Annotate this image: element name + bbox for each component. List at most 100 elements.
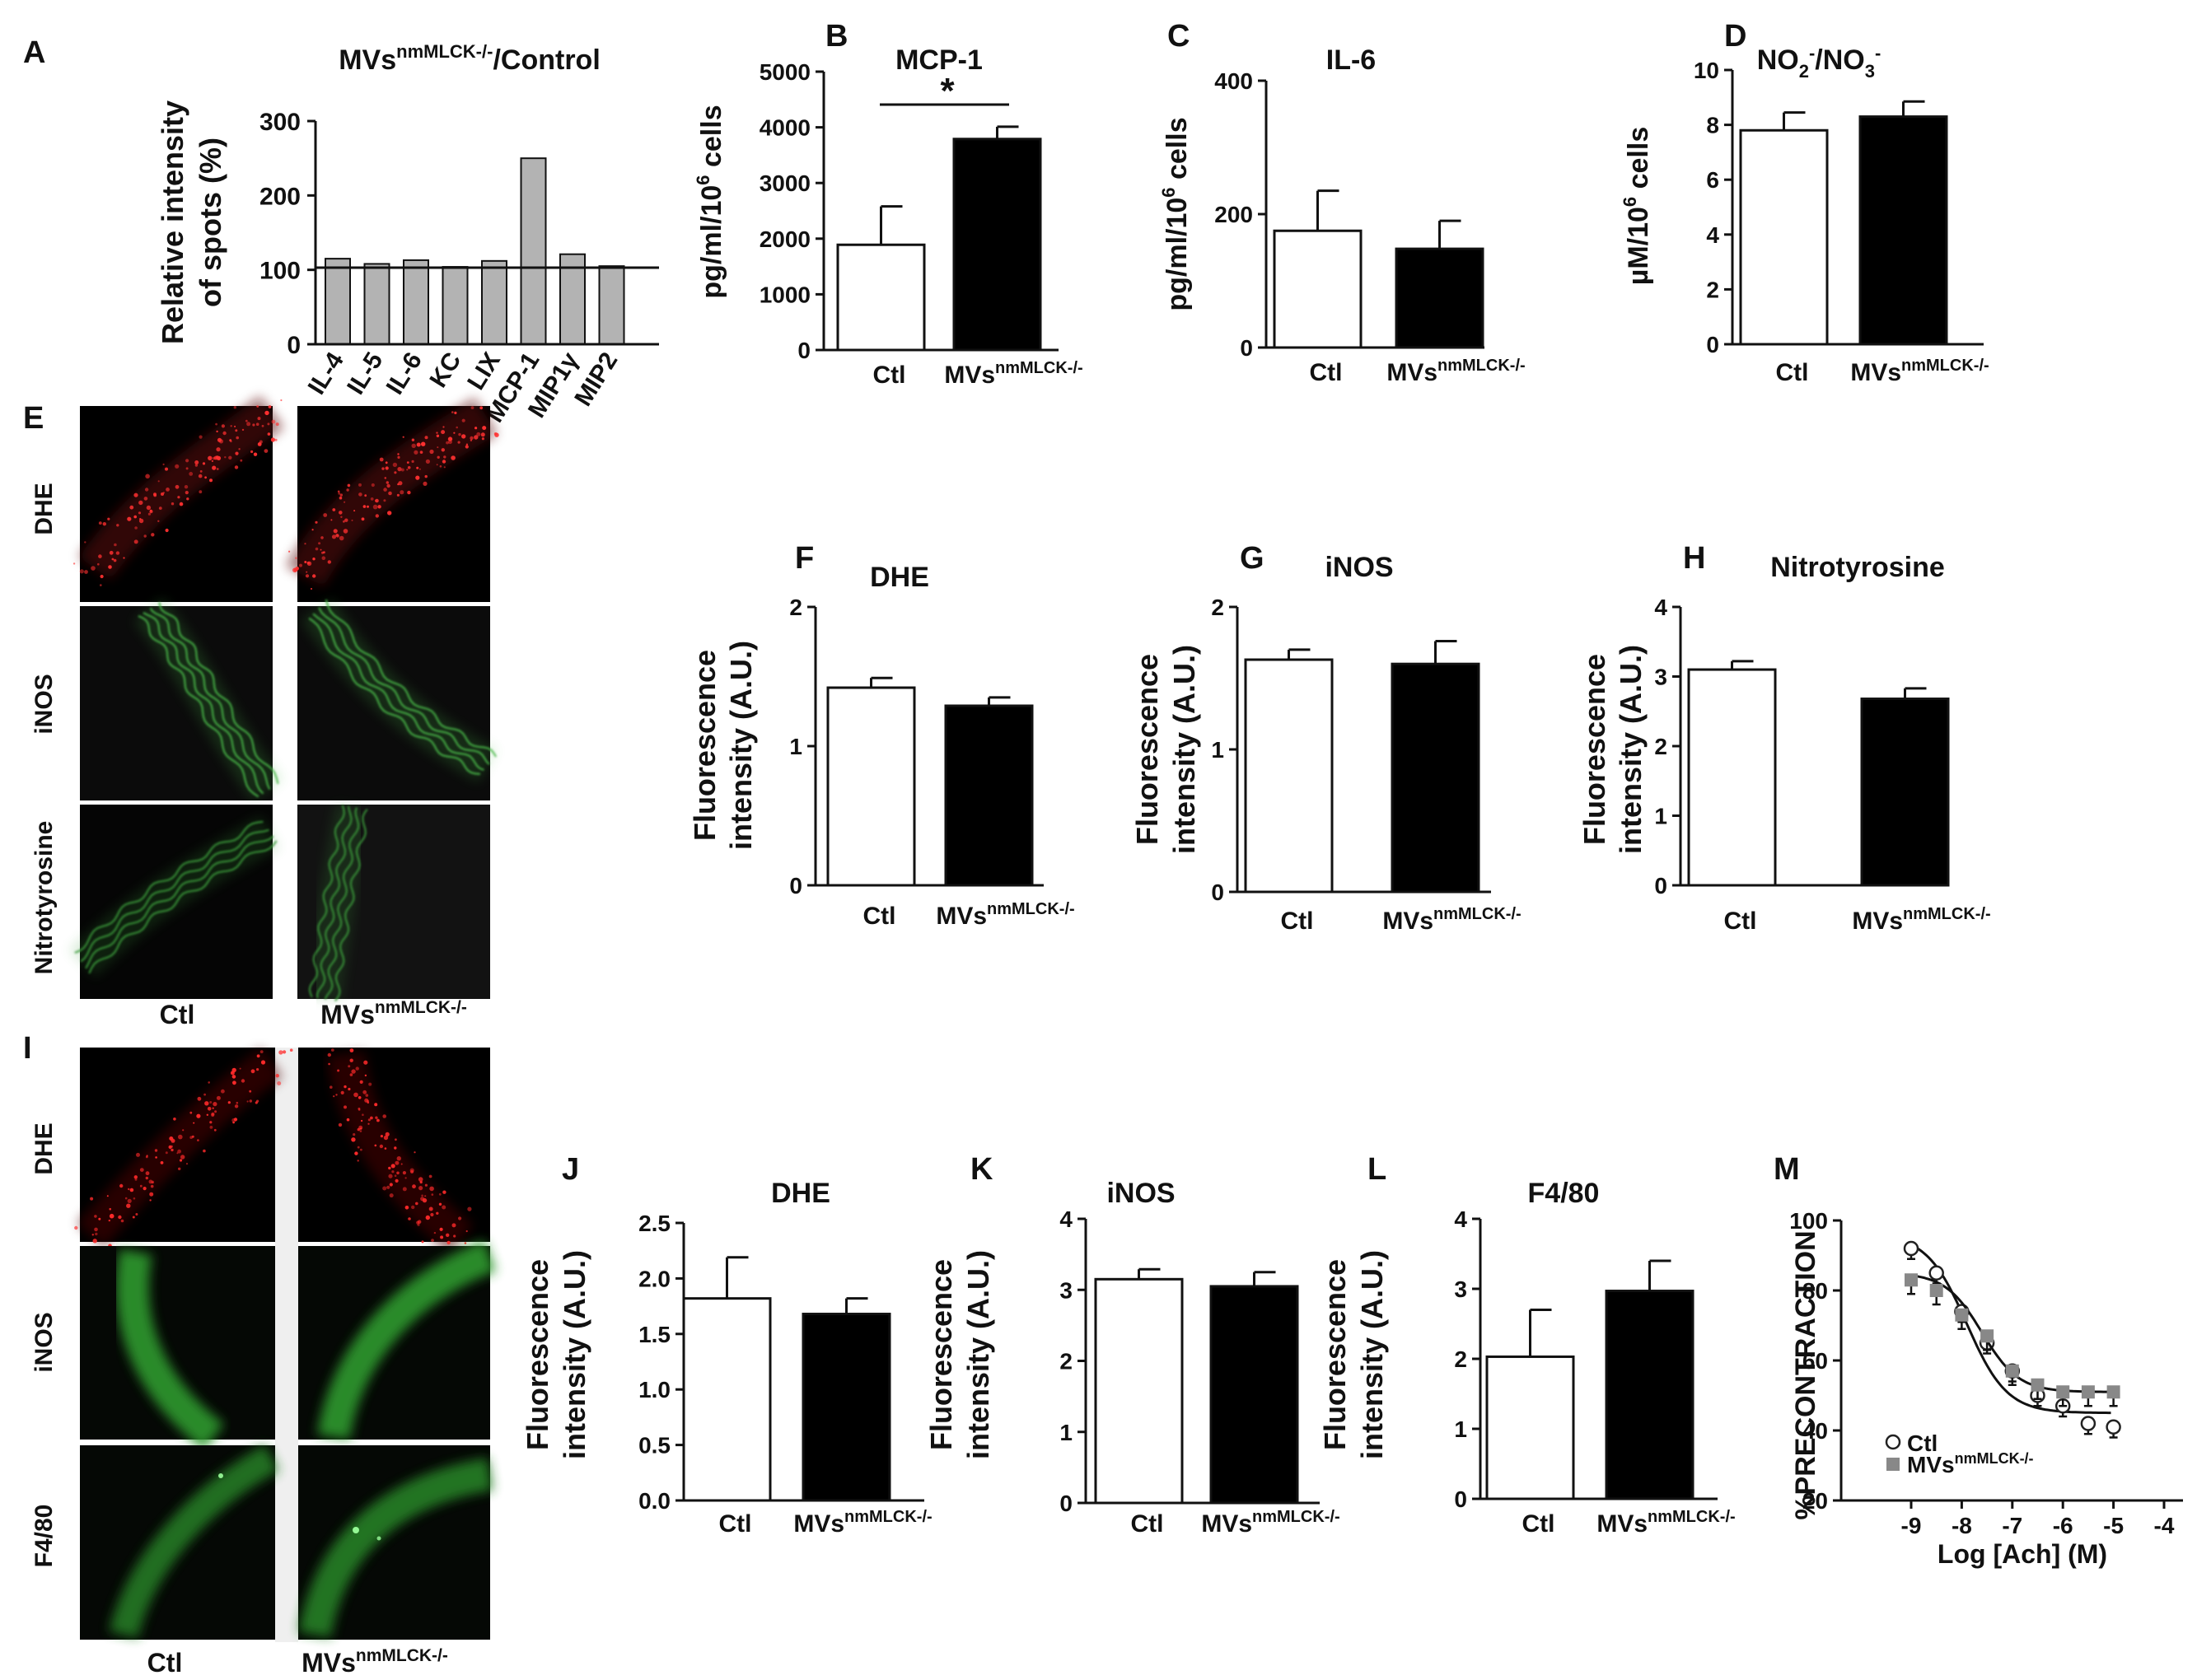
speckle-dot [72,562,76,565]
speckle-dot [106,1195,109,1197]
x-category-label-0: IL-4 [303,348,349,399]
speckle-dot [420,450,423,454]
bar-ctl [1739,128,1829,346]
x-tick-label: -5 [2103,1513,2124,1538]
speckle-dot [236,1101,239,1104]
speckle-dot [165,467,168,471]
x-category-label-mvs-sup: nmMLCK-/- [987,900,1075,918]
speckle-dot [304,543,306,545]
speckle-dot [149,510,153,514]
speckle-dot [376,1118,380,1122]
speckle-dot [421,1240,424,1244]
x-category-label-ctl: Ctl [1281,908,1314,935]
speckle-dot [206,1113,208,1117]
y-tick-label: 40 [1802,1418,1828,1444]
speckle-dot [127,516,132,521]
speckle-dot [383,488,387,492]
speckle-dot [402,1187,407,1192]
panel-j-ylabel-line2: intensity (A.U.) [558,1250,591,1459]
panel-letter-d: D [1724,19,1746,54]
speckle-dot [216,430,218,433]
panel-m-legend: Ctl MVsnmMLCK-/- [1885,1430,2034,1477]
panel-m-ylabel: %PRECONTRACTION [1790,1230,1821,1519]
y-tick-label: 2 [789,595,802,620]
legend-label-mvs-main: MVs [1907,1452,1955,1477]
lamina-glow [68,815,280,978]
panel-d-title: NO2-/NO3- [1757,43,1881,82]
speckle-dot [189,1136,193,1139]
bar-ctl [826,686,916,887]
panel-i-col-label-ctl: Ctl [147,1648,183,1678]
lamina-line [74,820,264,954]
panel-i-col-label-mvs: MVsnmMLCK-/- [302,1646,448,1678]
speckle-dot [94,1227,98,1232]
speckle-dot [295,557,297,559]
speckle-dot [335,1094,338,1096]
x-category-label-mvs: MVsnmMLCK-/- [1386,357,1525,386]
speckle-dot [386,481,389,484]
y-tick-label: 0 [1654,873,1667,898]
speckle-dot [147,512,151,516]
speckle-dot [217,437,222,442]
speckle-dot [274,438,278,441]
x-category-label-mvs-sup: nmMLCK-/- [1901,357,1989,375]
speckle-dot [368,1082,372,1086]
speckle-dot [198,474,203,478]
speckle-dot [98,554,102,558]
speckle-dot [270,437,275,442]
speckle-dot [283,1050,287,1054]
speckle-dot [402,1171,406,1175]
panel-i: I DHE iNOS F4/80 Ctl MVsnmMLCK-/- [23,1031,497,1678]
panel-d-title-p1: 2 [1799,61,1809,82]
lamina-line [149,607,271,791]
speckle-dot [400,1163,403,1165]
speckle-dot [185,1163,189,1165]
bar-mvs [944,704,1034,887]
speckle-dot [250,1069,255,1074]
speckle-dot [461,418,465,422]
panel-c: C IL-6 pg/ml/106 cells 0 200 400 Ctl MVsnmML… [1158,19,1526,386]
speckle-dot [493,432,498,436]
speckle-dot [312,574,316,578]
speckle-dot [133,539,138,544]
speckle-dot [199,435,203,439]
y-tick-label: 400 [1214,68,1253,94]
panel-b-ylabel-main: pg/ml/10 [696,185,727,299]
panel-a-ylabel-line1: Relative intensity [156,100,189,344]
y-tick-label: 0 [1240,335,1253,361]
wavy-lamina-2 [68,815,280,978]
speckle-dot [330,1085,333,1089]
speckle-dot [180,1155,185,1160]
speckle-dot [389,1183,393,1187]
x-category-label-3: KC [424,348,466,392]
speckle-dot [123,557,125,559]
speckle-dot [144,488,149,492]
speckle-dot [436,464,438,466]
speckle-dot [370,1116,373,1120]
speckle-dot [169,1136,174,1141]
y-tick-label: 2.5 [638,1211,671,1236]
speckle-dot [211,1112,215,1116]
speckle-dot [415,1202,418,1206]
speckle-dot [186,497,189,501]
x-category-label-mvs-sup: nmMLCK-/- [844,1508,933,1526]
bar-ctl [1687,668,1777,887]
wavy-lamina-0 [133,597,283,802]
speckle-dot [157,480,160,483]
speckle-dot [397,467,402,472]
panel-letter-j: J [562,1152,579,1187]
y-tick-label: 1 [789,734,802,759]
speckle-dot [91,566,96,571]
panel-m-xlabel: Log [Ach] (M) [1938,1539,2107,1569]
y-tick-label: 4 [1454,1206,1467,1232]
speckle-dot [389,1193,394,1198]
speckle-dot [328,1062,330,1066]
panel-a-title: MVsnmMLCK-/-/Control [339,41,601,76]
speckle-dot [234,425,236,427]
speckle-dot [84,570,88,574]
bar-0 [325,258,351,345]
speckle-dot [177,1149,182,1154]
panel-e-row-label-nitrotyrosine: Nitrotyrosine [30,821,58,975]
panel-e-col-label-mvs-sup: nmMLCK-/- [375,998,467,1017]
speckle-dot [358,483,362,487]
